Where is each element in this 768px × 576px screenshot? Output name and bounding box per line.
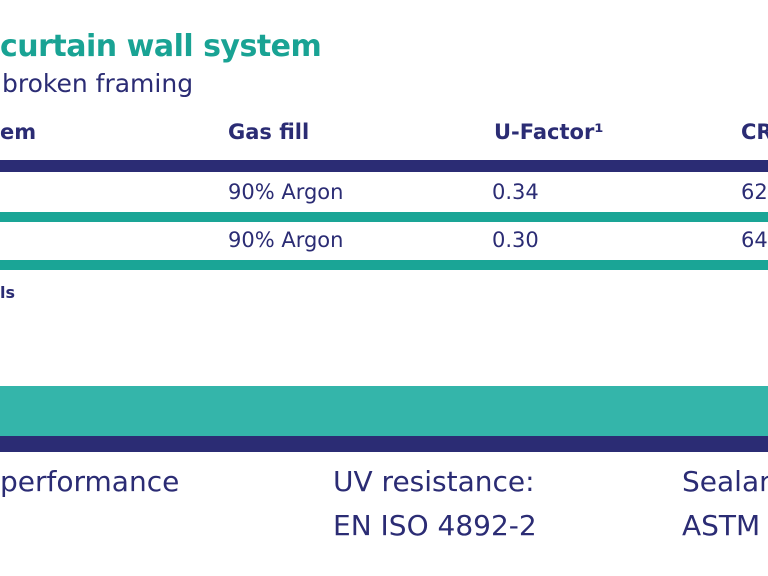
feature-label: Sealan [682,465,768,498]
table-cell: 62 [741,180,768,204]
column-header: CR [741,120,768,144]
table-cell: 90% Argon [228,228,344,252]
column-header: U-Factor¹ [494,120,604,144]
band [0,436,768,452]
table-cell: 90% Argon [228,180,344,204]
table-cell: 0.30 [492,228,539,252]
subtitle: broken framing [2,69,194,98]
column-header: em [0,120,37,144]
footnote: ls [0,283,16,302]
header-rule [0,160,768,172]
feature-label: performance [0,465,180,498]
feature-value: EN ISO 4892-2 [333,509,537,542]
row-rule [0,212,768,222]
column-header: Gas fill [228,120,310,144]
title: curtain wall system [0,29,322,64]
table-cell: 0.34 [492,180,539,204]
band [0,386,768,436]
row-rule [0,260,768,270]
feature-label: UV resistance: [333,465,535,498]
table-cell: 64 [741,228,768,252]
feature-value: ASTM [682,509,761,542]
